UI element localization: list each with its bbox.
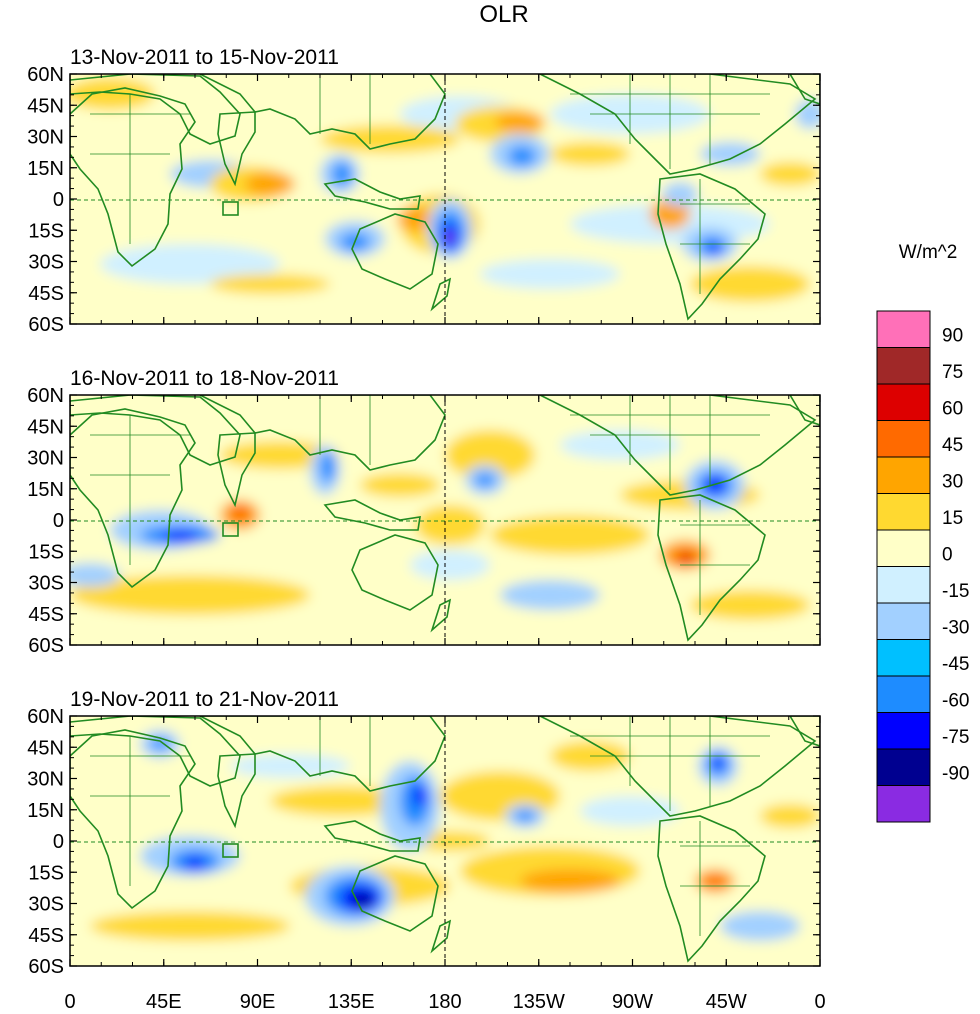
lat-tick-label: 45N [27, 95, 64, 117]
lon-tick-label: 45W [706, 991, 747, 1013]
colorbar-label: 60 [942, 399, 963, 420]
colorbar-swatch [876, 785, 931, 823]
colorbar-swatch [876, 675, 931, 713]
lon-tick-label: 0 [814, 991, 825, 1013]
colorbar-label: 75 [942, 362, 963, 383]
lon-tick-label: 0 [64, 991, 75, 1013]
lat-tick-label: 45S [28, 283, 64, 305]
lat-tick-label: 15N [27, 800, 64, 822]
map-axes: 60N 45N 30N 15N 0 15S 30S 45S 60S 60N 45N 30N 15N 0 15… [27, 64, 825, 1013]
lat-tick-label: 30N [27, 448, 64, 470]
lat-tick-label: 0 [53, 510, 64, 532]
lat-tick-label: 60S [28, 635, 64, 657]
lat-tick-label: 45S [28, 604, 64, 626]
colorbar-swatch [876, 748, 931, 786]
lat-tick-label: 15N [27, 479, 64, 501]
colorbar-swatch [876, 566, 931, 604]
colorbar-label: -30 [942, 618, 969, 639]
colorbar-swatch [876, 420, 931, 458]
map-panel-1: 13-Nov-2011 to 15-Nov-2011 [69, 46, 821, 325]
lat-tick-label: 15S [28, 220, 64, 242]
colorbar-swatch [876, 712, 931, 750]
map-panel-3: 19-Nov-2011 to 21-Nov-2011 [69, 688, 821, 967]
lat-tick-label: 60S [28, 314, 64, 336]
lat-tick-label: 0 [53, 189, 64, 211]
colorbar-swatch [876, 456, 931, 494]
colorbar-label: -60 [942, 691, 969, 712]
lon-tick-label: 90W [612, 991, 653, 1013]
colorbar-label: -15 [942, 581, 969, 602]
lat-tick-label: 45S [28, 925, 64, 947]
lat-tick-label: 30S [28, 252, 64, 274]
lat-tick-label: 30N [27, 127, 64, 149]
lat-tick-label: 30N [27, 769, 64, 791]
colorbar-label: 30 [942, 472, 963, 493]
lat-tick-label: 15N [27, 158, 64, 180]
map-panel-2: 16-Nov-2011 to 18-Nov-2011 [69, 367, 821, 646]
colorbar-swatch [876, 602, 931, 640]
colorbar-swatch [876, 347, 931, 385]
colorbar-label: 45 [942, 435, 963, 456]
panel-1-date-label: 13-Nov-2011 to 15-Nov-2011 [70, 46, 339, 69]
olr-anomaly-field [70, 74, 820, 324]
panel-2-date-label: 16-Nov-2011 to 18-Nov-2011 [70, 367, 339, 390]
lat-tick-label: 60N [27, 385, 64, 407]
lon-tick-label: 90E [240, 991, 276, 1013]
lon-tick-label: 135W [513, 991, 565, 1013]
colorbar-label: 15 [942, 508, 963, 529]
panel-3-date-label: 19-Nov-2011 to 21-Nov-2011 [70, 688, 339, 711]
lat-tick-label: 45N [27, 737, 64, 759]
colorbar-swatch [876, 383, 931, 421]
figure-title: OLR [479, 1, 528, 28]
lat-tick-label: 30S [28, 573, 64, 595]
colorbar-units: W/m^2 [899, 242, 958, 263]
colorbar-label: -45 [942, 654, 969, 675]
lat-tick-label: 60N [27, 64, 64, 86]
colorbar-swatch [876, 310, 931, 348]
colorbar: 90 75 60 45 30 15 0 -15 -30 -45 -60 -75 -90 [876, 310, 969, 823]
lon-tick-label: 135E [328, 991, 375, 1013]
lon-tick-label: 45E [146, 991, 182, 1013]
lat-tick-label: 60S [28, 956, 64, 978]
olr-anomaly-field [70, 395, 820, 645]
colorbar-label: -90 [942, 764, 969, 785]
olr-anomaly-field [70, 716, 820, 966]
lat-tick-label: 15S [28, 862, 64, 884]
colorbar-swatch [876, 529, 931, 567]
lat-tick-label: 30S [28, 894, 64, 916]
colorbar-swatch [876, 493, 931, 531]
lat-tick-label: 15S [28, 541, 64, 563]
lat-tick-label: 60N [27, 706, 64, 728]
lon-tick-label: 180 [428, 991, 461, 1013]
colorbar-swatch [876, 639, 931, 677]
lat-tick-label: 45N [27, 416, 64, 438]
colorbar-label: -75 [942, 727, 969, 748]
colorbar-label: 0 [942, 545, 953, 566]
colorbar-label: 90 [942, 326, 963, 347]
lat-tick-label: 0 [53, 831, 64, 853]
